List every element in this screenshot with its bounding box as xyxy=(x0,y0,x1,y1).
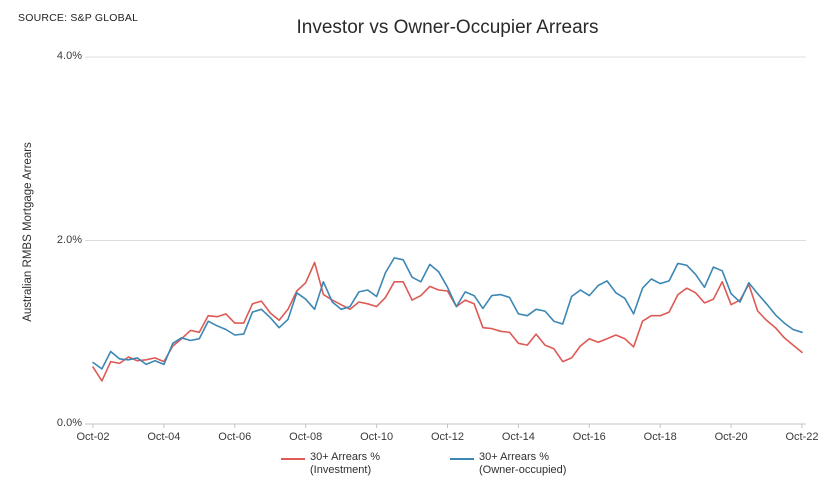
source-label: SOURCE: S&P GLOBAL xyxy=(18,12,139,24)
legend-label-owner-occupied-line2: (Owner-occupied) xyxy=(479,464,567,476)
legend-label-investment: 30+ Arrears % (Investment) xyxy=(310,451,380,477)
x-tick-label: Oct-08 xyxy=(289,431,323,443)
x-tick-label: Oct-18 xyxy=(643,431,677,443)
x-tick-label: Oct-12 xyxy=(430,431,464,443)
investment-line-series xyxy=(92,261,803,382)
x-tick-label: Oct-10 xyxy=(360,431,394,443)
x-tick-label: Oct-16 xyxy=(572,431,606,443)
y-tick-label: 2.0% xyxy=(56,233,82,246)
x-tick-label: Oct-06 xyxy=(218,431,252,443)
legend-item-owner-occupied: 30+ Arrears % (Owner-occupied) xyxy=(450,451,566,477)
chart-title: Investor vs Owner-Occupier Arrears xyxy=(296,17,599,38)
legend-label-owner-occupied: 30+ Arrears % (Owner-occupied) xyxy=(479,451,566,477)
owner-occupied-line-series xyxy=(92,257,803,370)
legend-label-investment-line2: (Investment) xyxy=(310,464,372,476)
legend-item-investment: 30+ Arrears % (Investment) xyxy=(281,451,380,477)
y-tick-label: 4.0% xyxy=(56,50,82,62)
x-tick-label: Oct-02 xyxy=(76,431,110,443)
owner-occupied-line-swatch-icon xyxy=(450,458,474,460)
investment-line-swatch-icon xyxy=(281,458,305,460)
x-tick-label: Oct-22 xyxy=(785,431,819,443)
x-tick-label: Oct-20 xyxy=(714,431,748,443)
y-tick-label: 0.0% xyxy=(56,417,82,429)
x-tick-label: Oct-14 xyxy=(501,431,535,443)
legend-label-investment-line1: 30+ Arrears % xyxy=(310,451,381,463)
legend-label-owner-occupied-line1: 30+ Arrears % xyxy=(479,451,550,463)
x-tick-label: Oct-04 xyxy=(147,431,181,443)
